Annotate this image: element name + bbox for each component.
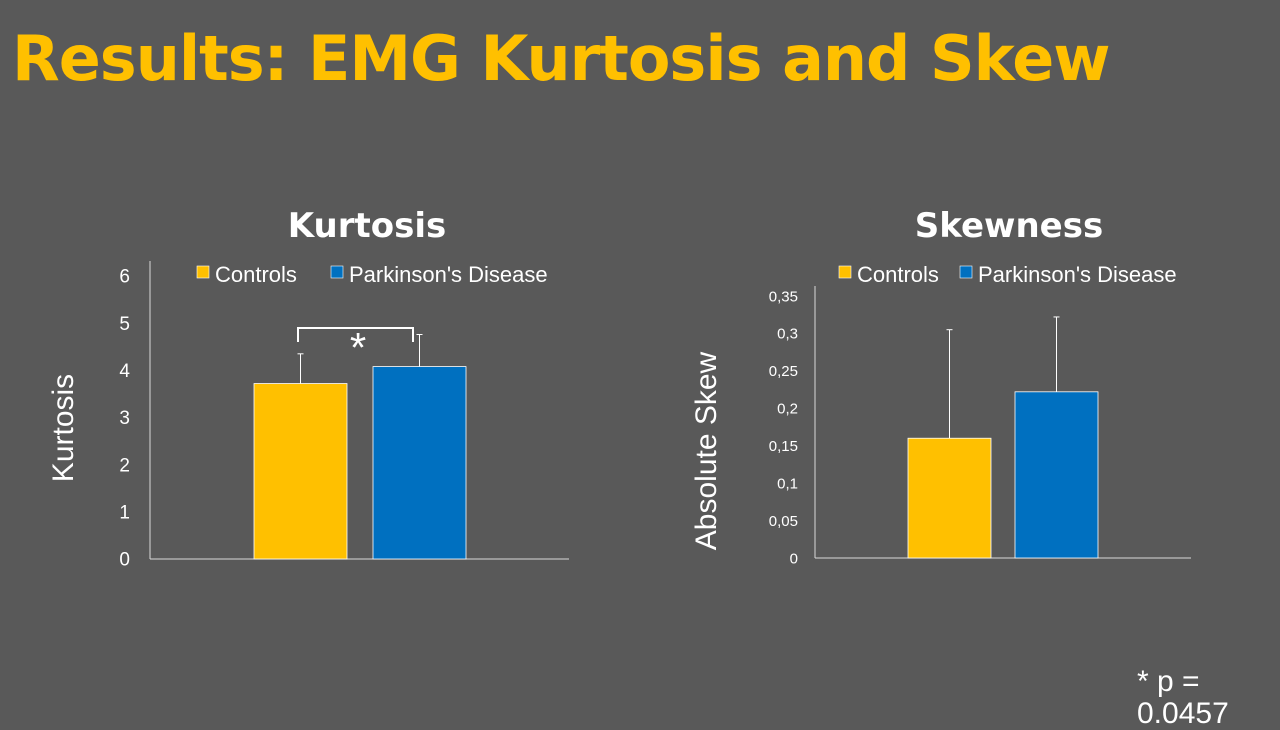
y-tick-label: 1 [119, 502, 130, 523]
chart-skewness: Skewness Controls Parkinson's Disease 0 0,05… [690, 206, 1191, 567]
chart-title: Kurtosis [288, 206, 446, 246]
y-tick-label: 0 [790, 550, 798, 567]
y-tick-label: 2 [119, 455, 130, 476]
y-axis-label: Kurtosis [47, 374, 80, 482]
legend-swatch [196, 265, 210, 279]
bar-controls [907, 437, 992, 559]
y-tick-label: 0,2 [777, 401, 798, 418]
y-tick-label: 0,25 [769, 363, 798, 380]
chart-title: Skewness [915, 206, 1103, 246]
y-tick-label: 0,3 [777, 326, 798, 343]
bar-parkinson-s-disease [372, 366, 467, 560]
legend-swatch [838, 265, 852, 279]
y-tick-label: 0,05 [769, 513, 798, 530]
bar-controls [253, 383, 348, 560]
legend-label: Parkinson's Disease [978, 262, 1177, 287]
chart-kurtosis: Kurtosis Controls Parkinson's Disease 0 1 2 3 4… [47, 206, 569, 571]
y-tick-label: 6 [119, 267, 130, 288]
legend-swatch [330, 265, 344, 279]
y-tick-label: 5 [119, 314, 130, 335]
legend-label: Controls [857, 262, 939, 287]
y-tick-label: 0,35 [769, 288, 798, 305]
slide-title: Results: EMG Kurtosis and Skew [12, 22, 1111, 95]
y-tick-label: 3 [119, 408, 130, 429]
y-tick-label: 0,15 [769, 438, 798, 455]
legend-swatch [959, 265, 973, 279]
y-tick-label: 4 [119, 361, 130, 382]
bar-parkinson-s-disease [1014, 391, 1099, 559]
y-tick-label: 0,1 [777, 475, 798, 492]
y-tick-label: 0 [119, 550, 130, 571]
y-axis-label: Absolute Skew [690, 351, 723, 550]
significance-bracket [297, 327, 414, 342]
p-value-footnote: * p = 0.0457 [1137, 665, 1229, 730]
legend-label: Controls [215, 262, 297, 287]
legend-label: Parkinson's Disease [349, 262, 548, 287]
significance-star: * [350, 324, 366, 371]
